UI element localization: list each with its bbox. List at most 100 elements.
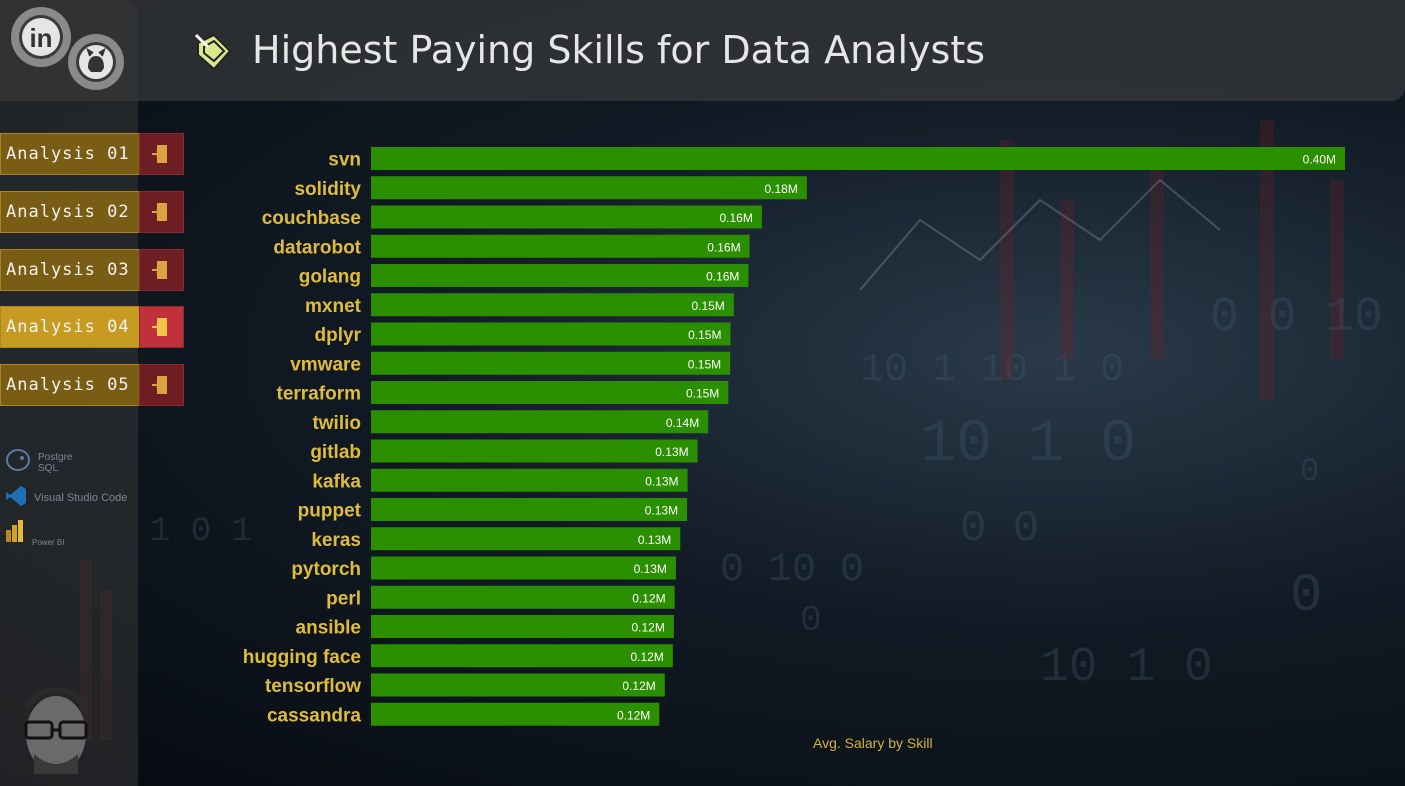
data-label: 0.15M [688,328,721,342]
powerbi-icon [4,518,26,547]
tool-label: Power BI [32,538,65,547]
data-label: 0.14M [666,416,699,430]
data-label: 0.16M [707,240,740,254]
category-label: solidity [294,179,361,200]
linkedin-icon[interactable]: in [11,7,71,67]
bar[interactable] [371,702,660,726]
bar[interactable] [371,410,709,434]
svg-text:0 10 0: 0 10 0 [720,548,864,593]
svg-text:0: 0 [1290,566,1322,627]
nav-button-label: Analysis 05 [0,364,139,406]
bar[interactable] [371,556,676,580]
bar[interactable] [371,147,1345,170]
data-label: 0.12M [631,621,664,635]
postgres-icon [4,448,32,477]
category-label: cassandra [267,705,361,726]
category-label: twilio [312,413,361,434]
category-label: perl [326,588,361,609]
bar[interactable] [371,264,749,287]
nav-button-analysis-04[interactable]: Analysis 04 [0,306,184,348]
data-label: 0.13M [638,533,671,547]
category-label: keras [311,530,361,551]
door-exit-icon [138,191,184,233]
bar[interactable] [371,439,698,463]
category-label: couchbase [262,208,361,229]
svg-text:10 1 0: 10 1 0 [920,411,1136,479]
tool-vscode: Visual Studio Code [4,484,127,511]
tool-postgres: Postgre SQL [4,448,78,477]
door-exit-icon [138,249,184,291]
door-exit-icon [138,306,184,348]
category-label: pytorch [291,559,361,580]
bar[interactable] [371,176,807,200]
svg-text:0 0 10: 0 0 10 [1210,291,1383,345]
category-label: tensorflow [265,676,361,697]
svg-text:0 0: 0 0 [960,504,1039,554]
data-label: 0.16M [719,211,752,225]
data-label: 0.13M [634,562,667,576]
nav-button-label: Analysis 02 [0,191,139,233]
door-exit-icon [138,364,184,406]
category-label: hugging face [243,647,361,668]
svg-text:1 0 1: 1 0 1 [150,513,252,551]
nav-button-label: Analysis 01 [0,133,139,175]
category-label: mxnet [305,296,362,317]
data-label: 0.12M [622,679,655,693]
nav-button-analysis-01[interactable]: Analysis 01 [0,133,184,175]
bar[interactable] [371,205,762,229]
bar[interactable] [371,527,681,551]
category-label: gitlab [310,442,361,463]
bar-chart: svn 0.40M solidity 0.18M couchbase 0.16M datar… [243,147,1345,726]
svg-text:0: 0 [800,600,822,641]
bar[interactable] [371,673,665,697]
data-label: 0.40M [1303,153,1336,167]
category-label: vmware [290,354,361,375]
door-exit-icon [138,133,184,175]
svg-text:in: in [29,23,52,53]
bar[interactable] [371,293,734,317]
bar[interactable] [371,585,675,609]
x-axis-label: Avg. Salary by Skill [813,735,933,751]
social-icons: in [11,7,124,90]
category-label: datarobot [273,237,361,258]
data-label: 0.13M [645,504,678,518]
tool-label: Postgre SQL [38,451,73,474]
data-label: 0.12M [632,591,665,605]
data-label: 0.15M [688,357,721,371]
bar[interactable] [371,234,750,258]
bar[interactable] [371,381,729,404]
tool-label: Visual Studio Code [34,491,128,504]
category-label: kafka [312,471,361,492]
svg-text:0: 0 [1300,453,1319,490]
data-label: 0.15M [686,387,719,401]
nav-button-analysis-03[interactable]: Analysis 03 [0,249,184,291]
bar[interactable] [371,644,673,668]
data-label: 0.18M [765,182,798,196]
github-icon[interactable] [68,34,124,90]
bar[interactable] [371,498,688,521]
nav-button-label: Analysis 04 [0,306,139,348]
vscode-icon [4,484,28,511]
bar[interactable] [371,351,731,375]
tool-powerbi: Power BI [4,518,64,547]
bar[interactable] [371,322,731,346]
category-label: ansible [296,618,361,639]
bar[interactable] [371,615,674,638]
nav-button-analysis-05[interactable]: Analysis 05 [0,364,184,406]
data-label: 0.13M [645,474,678,488]
data-label: 0.12M [630,650,663,664]
page-title: Highest Paying Skills for Data Analysts [252,28,986,72]
svg-text:10 1 10 1 0: 10 1 10 1 0 [860,348,1124,393]
avatar [24,687,88,774]
title-icon [194,33,232,71]
data-label: 0.15M [691,299,724,313]
category-label: golang [299,267,361,288]
category-label: puppet [298,501,362,522]
nav-button-analysis-02[interactable]: Analysis 02 [0,191,184,233]
data-label: 0.13M [655,445,688,459]
bar[interactable] [371,468,688,492]
data-label: 0.16M [706,270,739,284]
nav-button-label: Analysis 03 [0,249,139,291]
header-bar [0,0,1405,101]
data-label: 0.12M [617,708,650,722]
